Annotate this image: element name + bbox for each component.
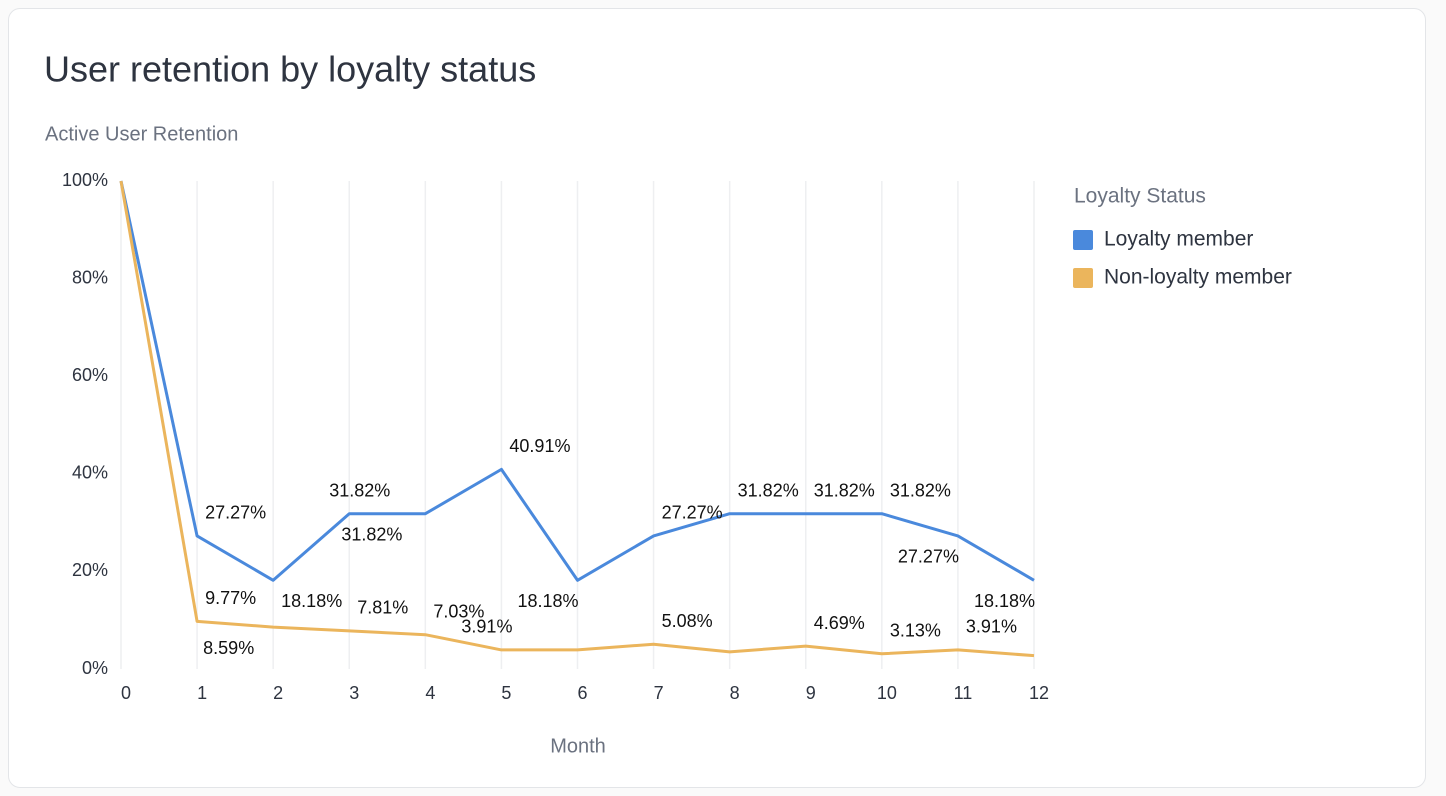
chart-title: User retention by loyalty status bbox=[44, 49, 536, 90]
x-tick-label: 0 bbox=[121, 683, 131, 703]
y-tick-label: 0% bbox=[82, 658, 108, 678]
x-tick-label: 9 bbox=[806, 683, 816, 703]
y-axis-title: Active User Retention bbox=[45, 123, 238, 145]
legend-swatch bbox=[1073, 230, 1093, 250]
data-label: 18.18% bbox=[518, 591, 579, 611]
x-tick-label: 12 bbox=[1029, 683, 1049, 703]
data-label: 9.77% bbox=[205, 588, 256, 608]
x-tick-label: 5 bbox=[501, 683, 511, 703]
data-label: 31.82% bbox=[329, 480, 390, 500]
data-label: 40.91% bbox=[509, 436, 570, 456]
data-label: 8.59% bbox=[203, 638, 254, 658]
y-tick-label: 40% bbox=[72, 463, 108, 483]
x-tick-label: 6 bbox=[577, 683, 587, 703]
y-tick-label: 20% bbox=[72, 560, 108, 580]
data-label: 7.81% bbox=[357, 598, 408, 618]
x-tick-label: 11 bbox=[954, 683, 973, 703]
y-tick-label: 80% bbox=[72, 267, 108, 287]
data-label: 18.18% bbox=[281, 591, 342, 611]
data-label: 18.18% bbox=[974, 591, 1035, 611]
series-line bbox=[119, 180, 1035, 658]
x-tick-label: 3 bbox=[349, 683, 359, 703]
x-tick-label: 2 bbox=[273, 683, 283, 703]
data-label: 3.91% bbox=[966, 617, 1017, 637]
data-label: 31.82% bbox=[738, 480, 799, 500]
data-label: 7.03% bbox=[433, 601, 484, 621]
data-label: 27.27% bbox=[898, 547, 959, 567]
data-label: 5.08% bbox=[662, 611, 713, 631]
y-tick-label: 60% bbox=[72, 365, 108, 385]
data-label: 27.27% bbox=[662, 503, 723, 523]
data-label: 31.82% bbox=[814, 480, 875, 500]
series-line bbox=[119, 180, 1035, 582]
x-axis-title: Month bbox=[550, 735, 606, 757]
x-tick-label: 8 bbox=[730, 683, 740, 703]
x-tick-label: 4 bbox=[425, 683, 435, 703]
data-label: 3.13% bbox=[890, 620, 941, 640]
legend-label: Non-loyalty member bbox=[1104, 266, 1292, 289]
data-label: 4.69% bbox=[814, 613, 865, 633]
legend-title: Loyalty Status bbox=[1074, 185, 1206, 208]
legend-swatch bbox=[1073, 268, 1093, 288]
x-tick-label: 7 bbox=[654, 683, 664, 703]
data-label: 31.82% bbox=[341, 524, 402, 544]
y-tick-label: 100% bbox=[62, 170, 108, 190]
data-label: 31.82% bbox=[890, 480, 951, 500]
chart-card bbox=[8, 8, 1426, 788]
x-tick-label: 10 bbox=[877, 683, 897, 703]
data-label: 3.91% bbox=[461, 617, 512, 637]
data-label: 27.27% bbox=[205, 503, 266, 523]
legend-label: Loyalty member bbox=[1104, 228, 1253, 251]
x-tick-label: 1 bbox=[197, 683, 207, 703]
